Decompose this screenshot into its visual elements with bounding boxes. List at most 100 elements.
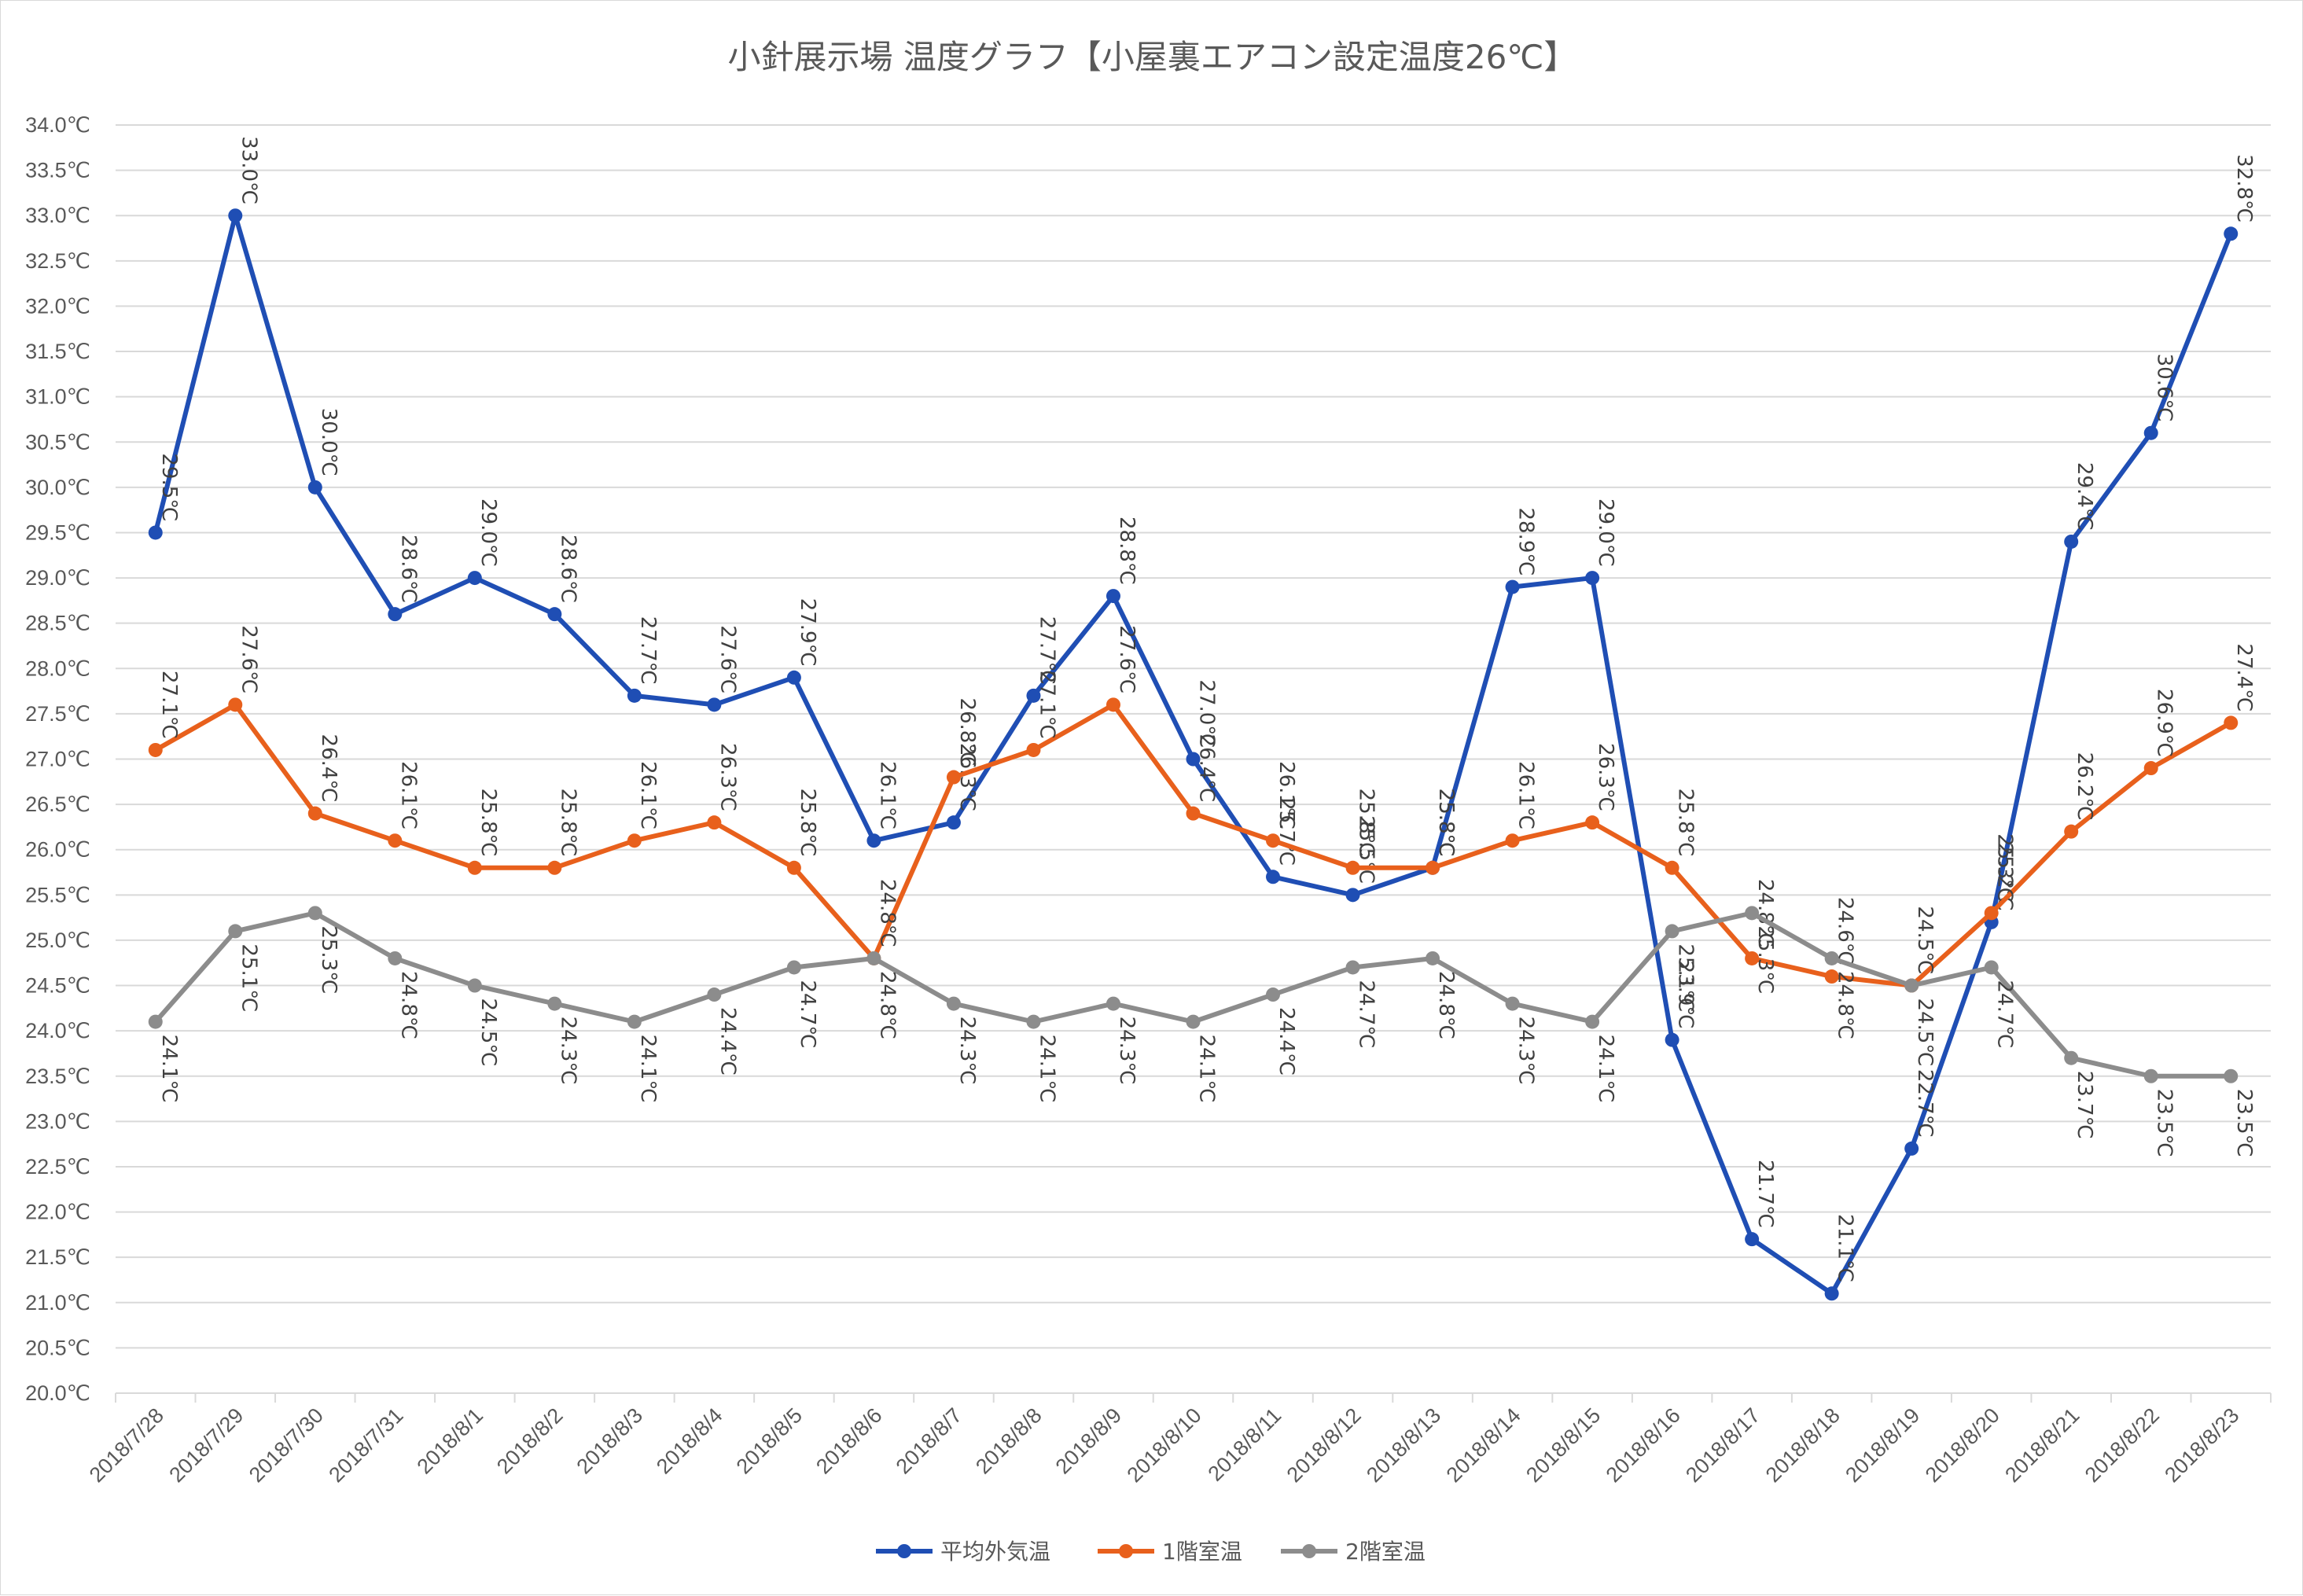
data-label: 24.1℃ <box>157 1035 181 1103</box>
data-point <box>467 860 482 875</box>
data-label: 30.0℃ <box>317 408 340 476</box>
data-point <box>1426 951 1440 965</box>
y-tick-label: 28.0℃ <box>25 656 90 680</box>
data-label: 26.1℃ <box>636 761 660 829</box>
series-group: 27.1℃ 27.6℃ 26.4℃ 26.1℃ 25.8℃ 25.8℃ 26.1℃ 26.3℃… <box>148 625 2256 993</box>
data-label: 24.3℃ <box>1115 1017 1139 1085</box>
data-label: 24.8℃ <box>875 971 899 1039</box>
data-label: 26.4℃ <box>1195 734 1219 803</box>
legend-marker <box>1119 1544 1133 1558</box>
data-label: 26.3℃ <box>716 743 739 811</box>
data-label: 24.3℃ <box>1514 1017 1538 1085</box>
data-point <box>786 670 801 685</box>
x-tick-label: 2018/8/15 <box>1521 1403 1605 1487</box>
y-tick-label: 22.0℃ <box>25 1201 90 1224</box>
data-label: 33.0℃ <box>237 136 260 204</box>
data-label: 25.8℃ <box>796 789 819 857</box>
data-label: 30.6℃ <box>2153 354 2176 422</box>
data-label: 24.3℃ <box>955 1017 979 1085</box>
data-point <box>1585 1014 1600 1029</box>
data-label: 24.3℃ <box>556 1017 579 1085</box>
data-label: 28.9℃ <box>1514 507 1538 576</box>
data-label: 25.8℃ <box>1355 789 1378 857</box>
data-label: 26.8℃ <box>955 697 979 766</box>
data-point <box>707 697 722 712</box>
data-label: 26.9℃ <box>2153 689 2176 757</box>
y-tick-label: 23.0℃ <box>25 1109 90 1133</box>
data-point <box>228 697 243 712</box>
data-point <box>1345 888 1360 903</box>
y-tick-label: 26.5℃ <box>25 792 90 816</box>
x-tick-label: 2018/8/13 <box>1362 1403 1445 1487</box>
data-point <box>1665 1032 1679 1047</box>
data-point <box>1186 752 1201 767</box>
data-label: 24.1℃ <box>1594 1035 1617 1103</box>
data-label: 27.6℃ <box>716 625 739 693</box>
data-point <box>946 996 961 1011</box>
x-tick-label: 2018/7/30 <box>245 1403 328 1487</box>
data-label: 25.3℃ <box>1753 925 1777 994</box>
data-point <box>1266 987 1281 1002</box>
x-tick-label: 2018/8/3 <box>572 1403 648 1479</box>
data-label: 25.1℃ <box>1674 943 1698 1012</box>
x-tick-label: 2018/8/18 <box>1761 1403 1845 1487</box>
data-point <box>2064 824 2079 839</box>
y-tick-label: 24.0℃ <box>25 1019 90 1043</box>
data-label: 29.5℃ <box>157 453 181 521</box>
data-point <box>2064 1050 2079 1065</box>
data-label: 27.7℃ <box>636 616 660 685</box>
y-tick-label: 25.5℃ <box>25 883 90 906</box>
x-tick-label: 2018/8/22 <box>2080 1403 2164 1487</box>
y-tick-label: 31.0℃ <box>25 385 90 409</box>
data-point <box>1824 951 1839 965</box>
data-label: 27.4℃ <box>2232 643 2256 712</box>
data-point <box>707 987 722 1002</box>
series-group: 24.1℃ 25.1℃ 25.3℃ 24.8℃ 24.5℃ 24.3℃ 24.1℃ 24.4℃… <box>148 906 2256 1157</box>
data-point <box>2143 425 2158 440</box>
data-label: 29.4℃ <box>2073 462 2096 531</box>
x-tick-label: 2018/8/11 <box>1204 1403 1286 1486</box>
data-label: 32.8℃ <box>2232 154 2256 222</box>
data-point <box>1186 806 1201 821</box>
data-point <box>866 951 881 965</box>
data-label: 24.7℃ <box>1355 980 1378 1048</box>
data-point <box>1505 833 1520 848</box>
series-group: 29.5℃ 33.0℃ 30.0℃ 28.6℃ 29.0℃ 28.6℃ 27.7℃ 27.6℃… <box>148 136 2256 1301</box>
data-point <box>1026 688 1041 703</box>
data-point <box>627 1014 642 1029</box>
data-point <box>1745 906 1760 921</box>
data-point <box>1824 969 1839 984</box>
data-point <box>2224 715 2239 730</box>
y-tick-label: 30.5℃ <box>25 430 90 454</box>
data-label: 24.8℃ <box>875 879 899 947</box>
data-point <box>1824 1286 1839 1301</box>
y-tick-label: 27.5℃ <box>25 702 90 726</box>
data-label: 23.7℃ <box>2073 1071 2096 1139</box>
data-point <box>388 833 403 848</box>
y-tick-label: 23.5℃ <box>25 1065 90 1088</box>
y-tick-label: 33.0℃ <box>25 204 90 227</box>
data-point <box>1426 860 1440 875</box>
legend-marker <box>1302 1544 1316 1558</box>
data-label: 25.8℃ <box>1434 789 1458 857</box>
data-point <box>786 860 801 875</box>
x-tick-label: 2018/8/23 <box>2160 1403 2243 1487</box>
data-point <box>228 924 243 939</box>
legend-item: 1階室温 <box>1098 1539 1242 1565</box>
data-label: 25.5℃ <box>1355 815 1378 884</box>
data-label: 24.7℃ <box>1993 980 2017 1048</box>
data-label: 24.8℃ <box>396 971 420 1039</box>
data-point <box>627 833 642 848</box>
data-label: 26.3℃ <box>1594 743 1617 811</box>
y-tick-label: 21.0℃ <box>25 1291 90 1315</box>
x-tick-label: 2018/8/21 <box>2000 1403 2084 1487</box>
data-label: 27.6℃ <box>237 625 260 693</box>
data-point <box>307 480 322 495</box>
x-tick-label: 2018/8/2 <box>492 1403 568 1479</box>
data-point <box>388 607 403 622</box>
data-label: 24.1℃ <box>1195 1035 1219 1103</box>
data-point <box>2224 1068 2239 1083</box>
y-tick-label: 28.5℃ <box>25 612 90 635</box>
data-label: 26.1℃ <box>396 761 420 829</box>
